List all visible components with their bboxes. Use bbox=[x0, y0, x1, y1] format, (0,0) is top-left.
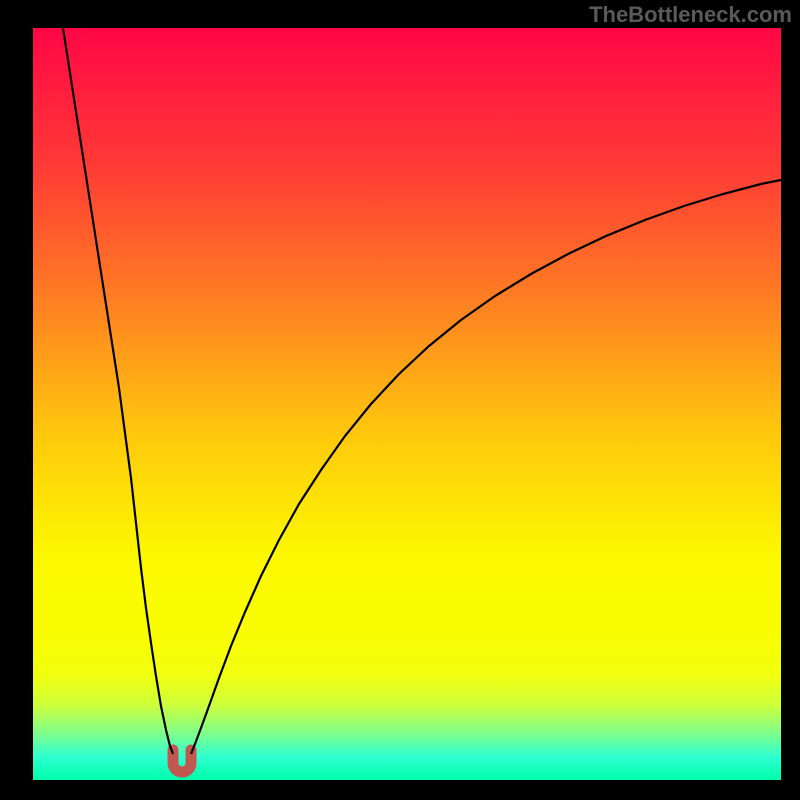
watermark-text: TheBottleneck.com bbox=[589, 2, 792, 28]
gradient-background bbox=[33, 28, 781, 780]
figure-container: TheBottleneck.com bbox=[0, 0, 800, 800]
plot-area bbox=[33, 28, 781, 780]
plot-svg bbox=[33, 28, 781, 780]
